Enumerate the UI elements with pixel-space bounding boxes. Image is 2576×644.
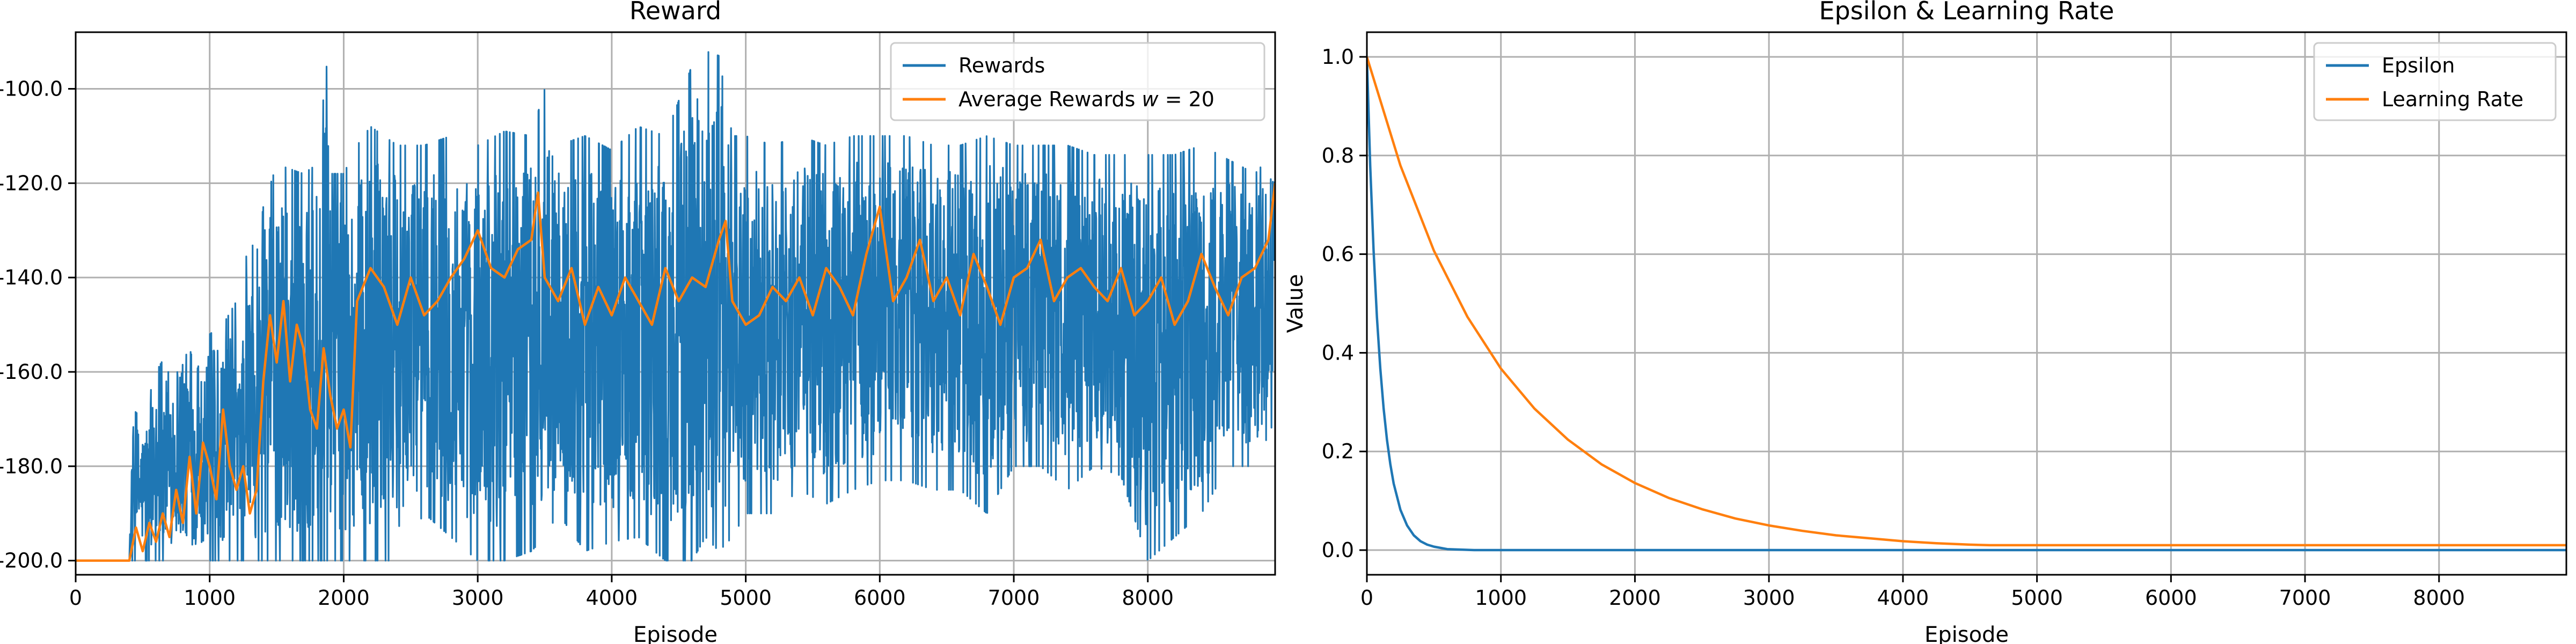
y-tick-label: -140.0 (0, 266, 63, 289)
y-tick-label: 1.0 (1322, 45, 1354, 69)
series-line-rewards (76, 51, 1275, 562)
legend-box (890, 42, 1265, 121)
x-tick-label: 8000 (2413, 586, 2465, 610)
x-tick-label: 3000 (1743, 586, 1795, 610)
y-tick-label: 0.6 (1322, 243, 1354, 266)
epsilon-chart-x-axis-label: Episode (1924, 623, 2009, 644)
x-tick-label: 3000 (452, 586, 504, 610)
x-tick-label: 2000 (318, 586, 370, 610)
x-tick-label: 5000 (720, 586, 772, 610)
y-tick-label: 0.0 (1322, 538, 1354, 562)
reward-chart-legend: Rewards Average Rewards w = 20 (890, 42, 1265, 121)
epsilon-chart-y-axis-label: Value (1283, 274, 1308, 333)
x-tick-label: 1000 (184, 586, 236, 610)
x-tick-label: 7000 (2279, 586, 2331, 610)
series-line-average-rewards-w-20 (76, 183, 1275, 562)
x-tick-label: 6000 (2145, 586, 2197, 610)
x-tick-label: 2000 (1609, 586, 1661, 610)
legend-box (2313, 42, 2557, 121)
y-tick-label: 0.4 (1322, 341, 1354, 364)
x-tick-label: 7000 (988, 586, 1040, 610)
x-tick-label: 6000 (854, 586, 906, 610)
x-tick-label: 4000 (1877, 586, 1929, 610)
epsilon-chart-axes-frame (1366, 31, 2567, 576)
x-tick-label: 0 (1360, 586, 1373, 610)
reward-chart-series (76, 51, 1275, 562)
epsilon-chart-legend: Epsilon Learning Rate (2313, 42, 2557, 121)
series-line-epsilon (1367, 56, 2566, 552)
x-tick-label: 1000 (1475, 586, 1527, 610)
epsilon-chart-ticks: 0 1000 2000 3000 4000 5000 6000 7000 8000 0.0 0.2 0… (1322, 45, 2465, 610)
legend-label: Epsilon (2382, 54, 2455, 77)
reward-chart-ticks: 0 1000 2000 3000 4000 5000 6000 7000 8000 -200.0 -… (0, 77, 1174, 610)
y-tick-label: 0.8 (1322, 144, 1354, 167)
y-tick-label: 0.2 (1322, 440, 1354, 463)
x-tick-label: 4000 (586, 586, 638, 610)
y-tick-label: -160.0 (0, 360, 63, 384)
epsilon-learning-rate-chart: Epsilon & Learning Rate Episode Value 0 1… (1283, 0, 2567, 644)
legend-label: Learning Rate (2382, 87, 2523, 111)
epsilon-chart-series (1367, 56, 2566, 552)
y-tick-label: -180.0 (0, 455, 63, 478)
x-tick-label: 0 (69, 586, 82, 610)
reward-chart: Reward Episode 0 1000 2000 3000 4000 5000 6000… (0, 0, 1276, 644)
reward-chart-x-axis-label: Episode (633, 623, 718, 644)
y-tick-label: -120.0 (0, 171, 63, 195)
reward-chart-axes-frame (75, 31, 1276, 576)
legend-label: Average Rewards w = 20 (958, 87, 1214, 111)
series-line-learning-rate (1367, 56, 2566, 547)
reward-chart-title: Reward (630, 0, 721, 25)
y-tick-label: -100.0 (0, 77, 63, 100)
y-tick-label: -200.0 (0, 549, 63, 573)
epsilon-chart-title: Epsilon & Learning Rate (1819, 0, 2114, 25)
x-tick-label: 8000 (1122, 586, 1174, 610)
legend-label: Rewards (958, 54, 1045, 77)
x-tick-label: 5000 (2011, 586, 2063, 610)
